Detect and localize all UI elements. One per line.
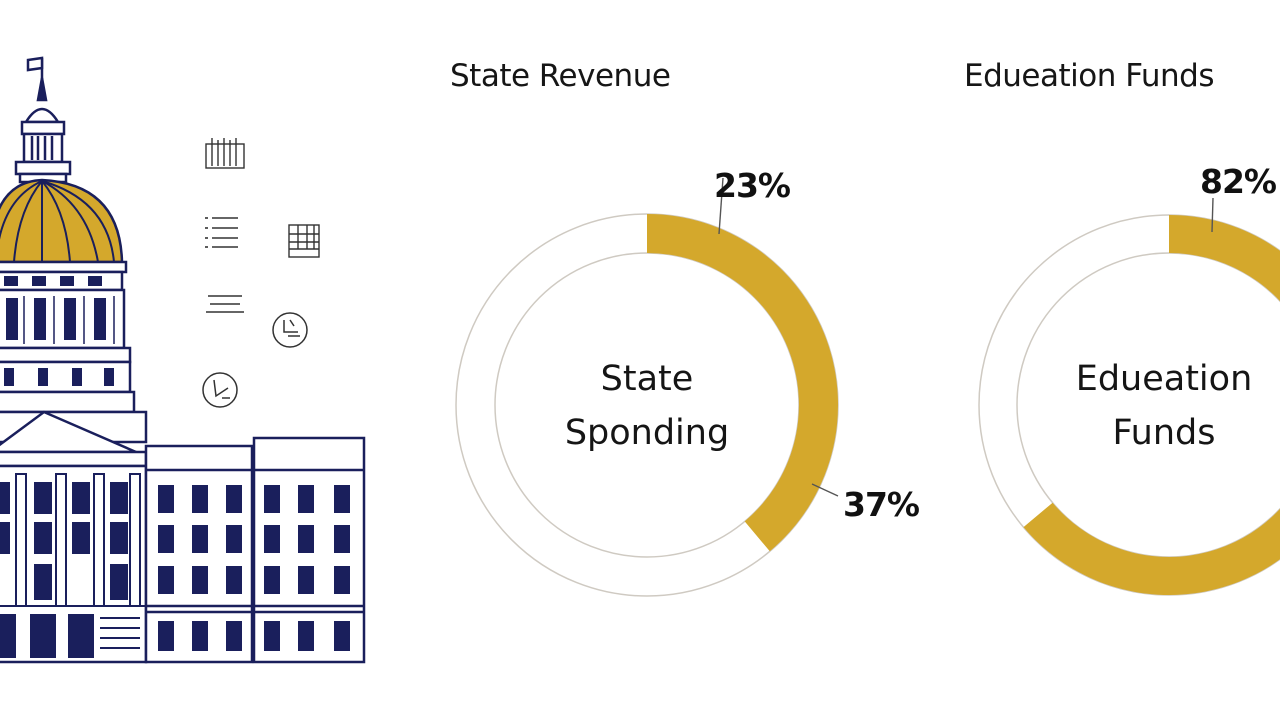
lines-icon [206, 295, 244, 313]
center-line-2: Funds [1112, 413, 1216, 453]
center-line-1: Edueation [1075, 359, 1253, 399]
wing-windows [158, 485, 350, 651]
ledger-icon [205, 138, 245, 169]
state-spending-center-label: State Sponding [527, 352, 767, 460]
state-revenue-label-23: 23% [714, 166, 791, 205]
education-funds-center-label: Edueation Funds [1044, 352, 1280, 460]
education-funds-label-82: 82% [1200, 162, 1277, 201]
center-line-2: Sponding [564, 413, 730, 453]
spreadsheet-icon [288, 224, 320, 258]
capitol-building-illustration [0, 56, 366, 664]
state-revenue-label-37: 37% [843, 485, 920, 524]
center-line-1: State [600, 359, 694, 399]
coin-chart-icon [272, 312, 308, 348]
state-revenue-title: State Revenue [450, 58, 671, 94]
list-icon [205, 217, 238, 248]
pie-coin-icon [202, 372, 238, 408]
education-funds-title: Edueation Funds [964, 58, 1214, 94]
